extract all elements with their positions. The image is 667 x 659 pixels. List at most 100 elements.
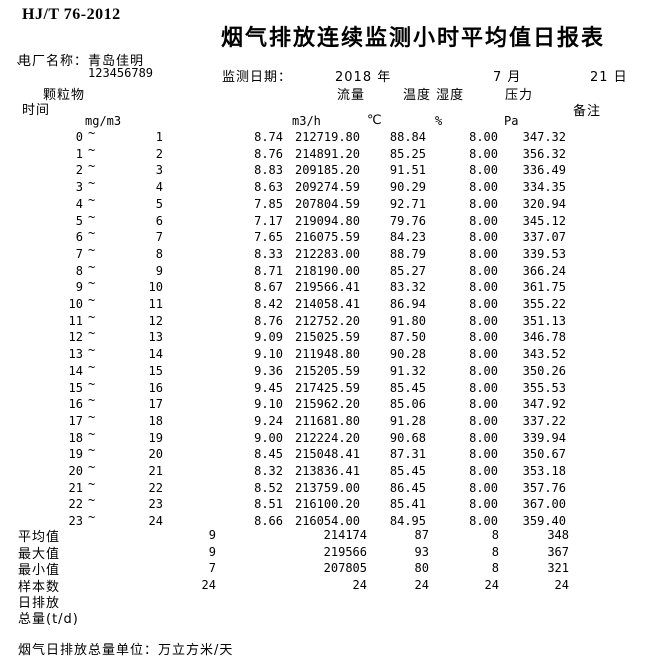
summary-cell-pm: 9 (208, 544, 216, 559)
cell-humidity: 8.00 (469, 313, 498, 328)
unit-humidity: % (435, 114, 443, 128)
cell-pressure: 350.67 (522, 447, 566, 462)
cell-temp: 85.25 (389, 146, 426, 161)
hour-start: 14 (68, 363, 83, 378)
cell-humidity: 8.00 (469, 480, 498, 495)
hour-end: 19 (148, 430, 163, 445)
summary-row: 平均值 9 214174 87 8 348 (0, 528, 667, 545)
cell-temp: 87.50 (389, 330, 426, 345)
cell-flow: 219094.80 (294, 213, 360, 228)
cell-pm: 8.42 (254, 297, 283, 311)
cell-pressure: 336.49 (522, 163, 566, 178)
hour-start: 8 (75, 263, 83, 278)
hour-start: 5 (75, 213, 83, 228)
hour-end: 1 (155, 130, 163, 144)
cell-temp: 91.32 (389, 363, 426, 378)
table-row: 6 ~ 7 7.65 216075.59 84.23 8.00 337.07 (0, 226, 667, 247)
table-row: 5 ~ 6 7.17 219094.80 79.76 8.00 345.12 (0, 210, 667, 231)
cell-pressure: 359.40 (522, 514, 566, 529)
hour-start: 19 (68, 447, 83, 462)
cell-pm: 7.17 (254, 213, 283, 228)
table-row: 12 ~ 13 9.09 215025.59 87.50 8.00 346.78 (0, 326, 667, 347)
footer-note: 烟气日排放总量单位：万立方米/天 (18, 643, 234, 658)
cell-temp: 88.84 (389, 130, 426, 144)
summary-cell-flow: 219566 (323, 544, 367, 559)
table-row: 9 ~ 10 8.67 219566.41 83.32 8.00 361.75 (0, 276, 667, 297)
summary-label: 最小值 (18, 563, 61, 578)
cell-pressure: 343.52 (522, 347, 566, 362)
cell-pressure: 353.18 (522, 464, 566, 478)
cell-flow: 214891.20 (294, 146, 360, 161)
monitor-date-day: 21 日 (590, 70, 628, 85)
cell-temp: 85.45 (389, 464, 426, 478)
cell-humidity: 8.00 (469, 464, 498, 478)
hour-end: 6 (155, 213, 163, 228)
cell-flow: 215962.20 (294, 397, 360, 412)
tilde-separator: ~ (88, 393, 96, 408)
cell-pressure: 355.22 (522, 297, 566, 311)
cell-humidity: 8.00 (469, 397, 498, 412)
table-row: 2 ~ 3 8.83 209185.20 91.51 8.00 336.49 (0, 159, 667, 180)
cell-pressure: 350.26 (522, 363, 566, 378)
tilde-separator: ~ (88, 510, 96, 525)
hour-end: 2 (155, 146, 163, 161)
cell-flow: 213759.00 (294, 480, 360, 495)
cell-temp: 85.27 (389, 263, 426, 278)
cell-flow: 219566.41 (294, 280, 360, 295)
cell-flow: 216100.20 (294, 497, 360, 512)
cell-pressure: 346.78 (522, 330, 566, 345)
cell-pm: 8.63 (254, 180, 283, 195)
column-header-pressure: 压力 (505, 88, 534, 103)
plant-id: 123456789 (88, 66, 154, 80)
cell-temp: 85.06 (389, 397, 426, 412)
tick-mark: ` (15, 62, 24, 78)
cell-humidity: 8.00 (469, 363, 498, 378)
hour-start: 23 (68, 514, 83, 529)
cell-pm: 8.33 (254, 246, 283, 261)
cell-temp: 90.29 (389, 180, 426, 195)
cell-temp: 87.31 (389, 447, 426, 462)
summary-cell-humidity: 8 (491, 561, 499, 575)
hour-end: 22 (148, 480, 163, 495)
cell-flow: 218190.00 (294, 263, 360, 278)
cell-pm: 8.76 (254, 146, 283, 161)
plant-name: 电厂名称：青岛佳明 (18, 54, 145, 69)
cell-temp: 91.28 (389, 413, 426, 428)
tilde-separator: ~ (88, 326, 96, 341)
column-header-remark: 备注 (573, 104, 602, 119)
cell-pm: 9.24 (254, 413, 283, 428)
cell-temp: 84.95 (389, 514, 426, 529)
cell-flow: 217425.59 (294, 380, 360, 395)
summary-cell-pm: 7 (208, 561, 216, 575)
hour-start: 11 (68, 313, 83, 328)
hour-start: 12 (68, 330, 83, 345)
column-header-time: 时间 (22, 103, 51, 118)
hour-start: 18 (68, 430, 83, 445)
unit-pressure: Pa (504, 114, 519, 128)
summary-cell-flow: 207805 (323, 561, 367, 575)
cell-pm: 9.10 (254, 397, 283, 412)
cell-temp: 86.94 (389, 297, 426, 311)
cell-pm: 9.10 (254, 347, 283, 362)
hour-end: 16 (148, 380, 163, 395)
hour-end: 4 (155, 180, 163, 195)
summary-cell-pm: 24 (201, 577, 216, 592)
hour-start: 1 (75, 146, 83, 161)
hour-start: 3 (75, 180, 83, 195)
tilde-separator: ~ (88, 293, 96, 307)
cell-temp: 85.45 (389, 380, 426, 395)
column-header-flow: 流量 (337, 88, 366, 103)
table-row: 8 ~ 9 8.71 218190.00 85.27 8.00 366.24 (0, 260, 667, 281)
cell-pm: 7.85 (254, 196, 283, 211)
summary-cell-flow: 214174 (323, 528, 367, 542)
cell-temp: 83.32 (389, 280, 426, 295)
cell-flow: 216054.00 (294, 514, 360, 529)
hour-end: 8 (155, 246, 163, 261)
tilde-separator: ~ (88, 359, 96, 374)
cell-flow: 209274.59 (294, 180, 360, 195)
hour-end: 9 (155, 263, 163, 278)
cell-pm: 9.00 (254, 430, 283, 445)
cell-flow: 212752.20 (294, 313, 360, 328)
table-row: 19 ~ 20 8.45 215048.41 87.31 8.00 350.67 (0, 443, 667, 464)
